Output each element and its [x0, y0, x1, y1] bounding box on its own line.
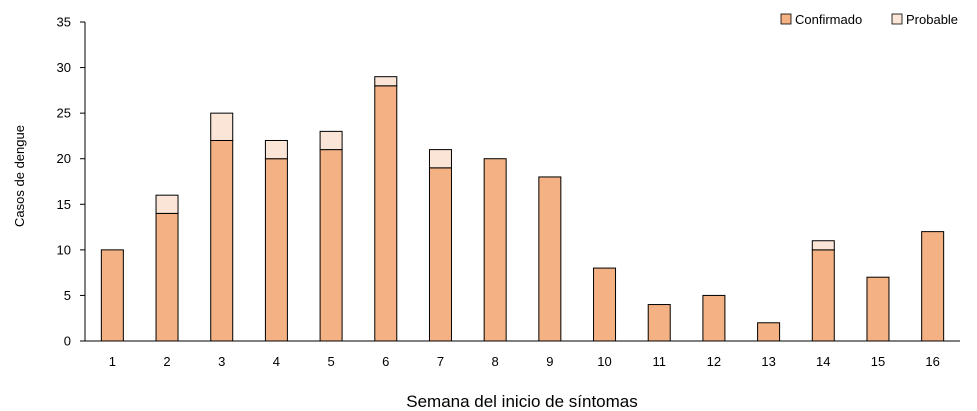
y-tick-label: 10	[57, 242, 71, 257]
legend-label-confirmado: Confirmado	[795, 12, 862, 27]
bar-confirmado-week-13	[757, 322, 781, 342]
x-tick-label: 4	[273, 354, 280, 369]
legend-swatch-confirmado	[780, 13, 792, 25]
bar-confirmado-week-8	[483, 158, 507, 342]
bar-confirmado-week-4	[264, 158, 288, 342]
bar-confirmado-week-9	[538, 176, 562, 342]
x-tick-label: 3	[218, 354, 225, 369]
y-tick-label: 5	[64, 288, 71, 303]
x-tick-label: 2	[163, 354, 170, 369]
bar-confirmado-week-15	[866, 276, 890, 342]
bar-confirmado-week-5	[319, 149, 343, 342]
bar-confirmado-week-6	[374, 85, 398, 342]
bar-confirmado-week-12	[702, 294, 726, 342]
x-tick-label: 10	[597, 354, 611, 369]
bar-confirmado-week-3	[210, 139, 234, 342]
bar-probable-week-2	[155, 194, 179, 214]
y-tick-label: 30	[57, 60, 71, 75]
x-tick-label: 7	[437, 354, 444, 369]
bar-confirmado-week-2	[155, 212, 179, 342]
y-axis-title: Casos de dengue	[12, 125, 27, 227]
y-tick-label: 25	[57, 106, 71, 121]
x-tick-label: 6	[382, 354, 389, 369]
x-tick-label: 5	[327, 354, 334, 369]
x-tick-label: 9	[546, 354, 553, 369]
bar-confirmado-week-16	[921, 231, 945, 342]
x-ticks-group: 1 2 3 4 5 6 7 8 9 10 11 12 13 14 15 16	[109, 354, 940, 369]
bar-probable-week-4	[264, 139, 288, 160]
x-tick-label: 12	[707, 354, 721, 369]
legend-swatch-probable	[891, 13, 903, 25]
bar-confirmado-week-7	[428, 167, 452, 342]
x-tick-label: 16	[925, 354, 939, 369]
legend: Confirmado Probable	[780, 12, 958, 27]
x-tick-label: 1	[109, 354, 116, 369]
bar-confirmado-week-11	[647, 304, 671, 342]
bar-probable-week-7	[428, 149, 452, 169]
y-ticks-group: 0 5 10 15 20 25 30 35	[57, 15, 85, 349]
x-tick-label: 8	[492, 354, 499, 369]
y-tick-label: 0	[64, 334, 71, 349]
legend-label-probable: Probable	[906, 12, 958, 27]
x-tick-label: 11	[652, 354, 666, 369]
axes-group	[84, 22, 960, 342]
y-tick-label: 15	[57, 197, 71, 212]
y-tick-label: 35	[57, 15, 71, 30]
bar-confirmado-week-1	[100, 249, 124, 342]
bar-probable-week-5	[319, 130, 343, 151]
x-tick-label: 14	[816, 354, 830, 369]
bars-group	[100, 76, 945, 342]
bar-confirmado-week-14	[811, 249, 835, 342]
bar-probable-week-14	[811, 240, 835, 251]
x-tick-label: 15	[871, 354, 885, 369]
x-tick-label: 13	[761, 354, 775, 369]
bar-confirmado-week-10	[593, 267, 617, 342]
bar-probable-week-3	[210, 112, 234, 141]
x-axis-title: Semana del inicio de síntomas	[406, 392, 638, 411]
bar-probable-week-6	[374, 76, 398, 87]
y-tick-label: 20	[57, 151, 71, 166]
